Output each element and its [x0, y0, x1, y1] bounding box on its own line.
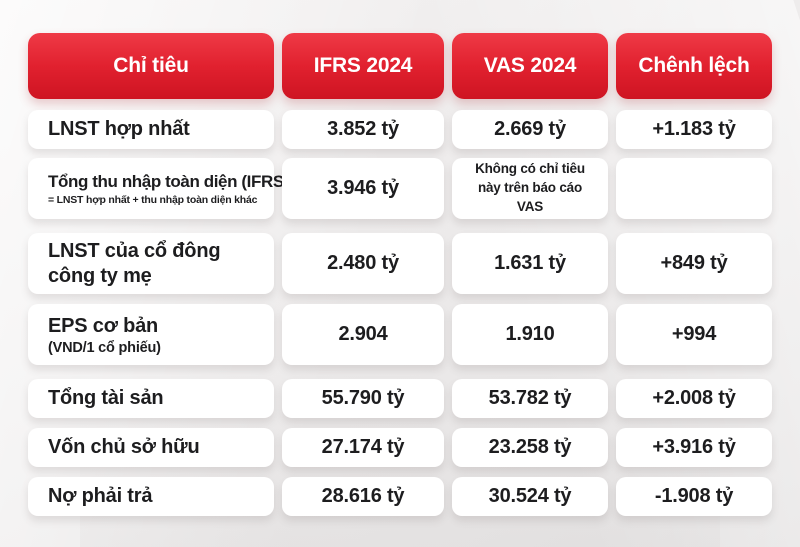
table-row-lnst-hop-nhat: LNST hợp nhất 3.852 tỷ 2.669 tỷ +1.183 t…	[28, 110, 772, 149]
comparison-table: Chỉ tiêu IFRS 2024 VAS 2024 Chênh lệch L…	[28, 33, 772, 516]
row-label-text: LNST hợp nhất	[48, 118, 190, 140]
table-header-row: Chỉ tiêu IFRS 2024 VAS 2024 Chênh lệch	[28, 33, 772, 99]
vas-value-cell: 53.782 tỷ	[452, 379, 608, 418]
ifrs-value-cell: 2.904	[282, 304, 444, 365]
table-row-no-phai-tra: Nợ phải trả 28.616 tỷ 30.524 tỷ -1.908 t…	[28, 477, 772, 516]
ifrs-value-cell: 3.946 tỷ	[282, 158, 444, 219]
row-label-cell: Vốn chủ sở hữu	[28, 428, 274, 467]
row-label-cell: LNST của cổ đông công ty mẹ	[28, 233, 274, 294]
vas-value-cell: 23.258 tỷ	[452, 428, 608, 467]
row-label-text: Nợ phải trả	[48, 485, 153, 507]
column-header-chenh-lech: Chênh lệch	[616, 33, 772, 99]
ifrs-value-cell: 55.790 tỷ	[282, 379, 444, 418]
table-row-von-chu-so-huu: Vốn chủ sở hữu 27.174 tỷ 23.258 tỷ +3.91…	[28, 428, 772, 467]
row-label-text: Tổng thu nhập toàn diện (IFRS)	[48, 171, 290, 191]
row-sublabel-text: = LNST hợp nhất + thu nhập toàn diện khá…	[48, 194, 258, 207]
diff-value-cell: +2.008 tỷ	[616, 379, 772, 418]
diff-empty-cell	[616, 158, 772, 219]
table-row-tong-tai-san: Tổng tài sản 55.790 tỷ 53.782 tỷ +2.008 …	[28, 379, 772, 418]
row-label-cell: LNST hợp nhất	[28, 110, 274, 149]
vas-value-cell: 1.631 tỷ	[452, 233, 608, 294]
ifrs-value-cell: 3.852 tỷ	[282, 110, 444, 149]
row-label-text: Vốn chủ sở hữu	[48, 436, 200, 458]
ifrs-value-cell: 2.480 tỷ	[282, 233, 444, 294]
row-label-cell: Tổng thu nhập toàn diện (IFRS) = LNST hợ…	[28, 158, 289, 219]
row-label-cell: Nợ phải trả	[28, 477, 274, 516]
table-row-tong-thu-nhap-toan-dien: Tổng thu nhập toàn diện (IFRS) = LNST hợ…	[28, 158, 772, 219]
diff-value-cell: +3.916 tỷ	[616, 428, 772, 467]
vas-value-cell: 1.910	[452, 304, 608, 365]
column-header-vas-2024: VAS 2024	[452, 33, 608, 99]
table-row-lnst-co-dong-me: LNST của cổ đông công ty mẹ 2.480 tỷ 1.6…	[28, 233, 772, 294]
row-label-text: LNST của cổ đông công ty mẹ	[48, 239, 221, 287]
row-sublabel-text: (VND/1 cổ phiếu)	[48, 339, 161, 356]
vas-value-cell: 2.669 tỷ	[452, 110, 608, 149]
table-row-eps-co-ban: EPS cơ bản (VND/1 cổ phiếu) 2.904 1.910 …	[28, 304, 772, 365]
row-label-cell: Tổng tài sản	[28, 379, 274, 418]
ifrs-value-cell: 28.616 tỷ	[282, 477, 444, 516]
row-label-text: EPS cơ bản	[48, 314, 159, 337]
diff-value-cell: +994	[616, 304, 772, 365]
column-header-chi-tieu: Chỉ tiêu	[28, 33, 274, 99]
diff-value-cell: +849 tỷ	[616, 233, 772, 294]
diff-value-cell: -1.908 tỷ	[616, 477, 772, 516]
column-header-ifrs-2024: IFRS 2024	[282, 33, 444, 99]
row-label-text: Tổng tài sản	[48, 387, 164, 409]
ifrs-value-cell: 27.174 tỷ	[282, 428, 444, 467]
vas-note-cell: Không có chỉ tiêu này trên báo cáo VAS	[452, 158, 608, 219]
vas-value-cell: 30.524 tỷ	[452, 477, 608, 516]
diff-value-cell: +1.183 tỷ	[616, 110, 772, 149]
row-label-cell: EPS cơ bản (VND/1 cổ phiếu)	[28, 304, 274, 365]
